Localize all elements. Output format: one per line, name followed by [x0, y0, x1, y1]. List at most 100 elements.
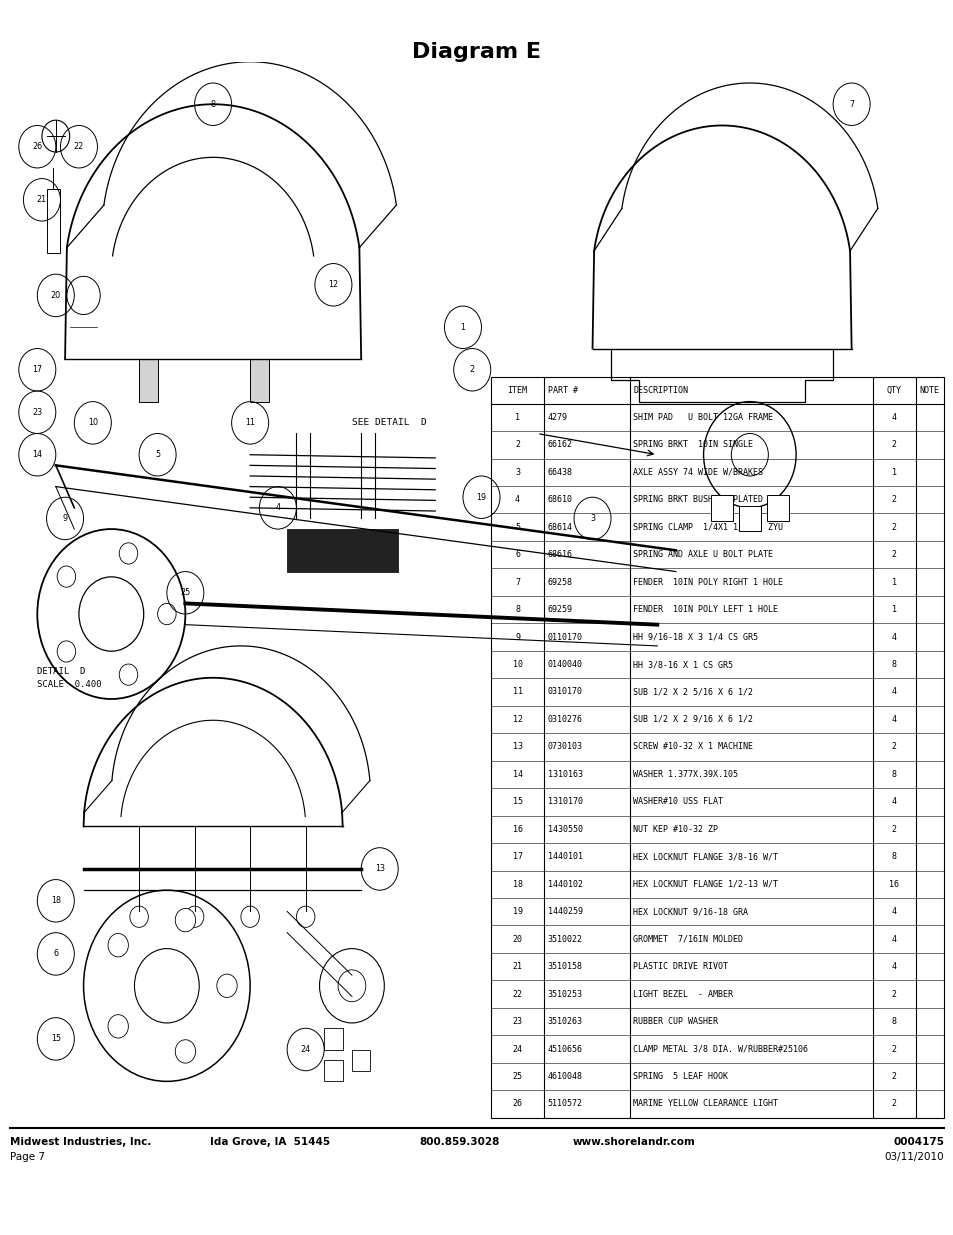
Text: 3: 3 [589, 514, 595, 522]
Text: 6: 6 [515, 550, 519, 559]
Text: 1310170: 1310170 [547, 798, 582, 806]
Text: WASHER#10 USS FLAT: WASHER#10 USS FLAT [633, 798, 722, 806]
Text: 1: 1 [891, 578, 896, 587]
Text: 8: 8 [891, 852, 896, 861]
Text: 25: 25 [512, 1072, 522, 1081]
Text: 4510656: 4510656 [547, 1045, 582, 1053]
Text: 10: 10 [88, 419, 98, 427]
Text: 13: 13 [375, 864, 384, 873]
Text: 8: 8 [891, 1018, 896, 1026]
Text: 2: 2 [891, 1099, 896, 1109]
Text: 25: 25 [180, 588, 191, 598]
Text: 1440259: 1440259 [547, 908, 582, 916]
Text: 4279: 4279 [547, 412, 567, 422]
Text: 5110572: 5110572 [547, 1099, 582, 1109]
Text: 4610048: 4610048 [547, 1072, 582, 1081]
Text: 10: 10 [512, 659, 522, 669]
Text: 24: 24 [512, 1045, 522, 1053]
Bar [491, 377, 943, 1118]
Text: NUT KEP #10-32 ZP: NUT KEP #10-32 ZP [633, 825, 718, 834]
Text: 800.859.3028: 800.859.3028 [419, 1137, 499, 1147]
Text: 4: 4 [891, 935, 896, 944]
Text: 66438: 66438 [547, 468, 572, 477]
Text: GROMMET  7/16IN MOLDED: GROMMET 7/16IN MOLDED [633, 935, 742, 944]
Text: 21: 21 [37, 195, 47, 204]
Text: 17: 17 [512, 852, 522, 861]
Text: 4: 4 [891, 908, 896, 916]
Text: 2: 2 [891, 522, 896, 532]
Circle shape [108, 934, 129, 957]
Text: 69258: 69258 [547, 578, 572, 587]
Text: AXLE ASSY 74 WIDE W/BRAKES: AXLE ASSY 74 WIDE W/BRAKES [633, 468, 762, 477]
Text: 11: 11 [512, 688, 522, 697]
Text: 16: 16 [512, 825, 522, 834]
Text: 4: 4 [275, 504, 280, 513]
Text: 1310163: 1310163 [547, 769, 582, 779]
Text: SCREW #10-32 X 1 MACHINE: SCREW #10-32 X 1 MACHINE [633, 742, 753, 751]
Text: 4: 4 [515, 495, 519, 504]
Circle shape [175, 1040, 195, 1063]
Text: 12: 12 [512, 715, 522, 724]
Text: 1: 1 [515, 412, 519, 422]
Text: 4: 4 [891, 798, 896, 806]
Text: 20: 20 [51, 291, 61, 300]
Text: 19: 19 [512, 908, 522, 916]
Text: CLAMP METAL 3/8 DIA. W/RUBBER#25106: CLAMP METAL 3/8 DIA. W/RUBBER#25106 [633, 1045, 807, 1053]
Bar [324, 1029, 342, 1050]
Text: MARINE YELLOW CLEARANCE LIGHT: MARINE YELLOW CLEARANCE LIGHT [633, 1099, 778, 1109]
Text: 15: 15 [51, 1035, 61, 1044]
Bar [352, 1050, 370, 1071]
Text: SEE DETAIL  D: SEE DETAIL D [352, 419, 426, 427]
Text: 7: 7 [515, 578, 519, 587]
Text: 2: 2 [891, 742, 896, 751]
Text: 2: 2 [891, 1045, 896, 1053]
Text: 6: 6 [53, 950, 58, 958]
Text: 2: 2 [515, 441, 519, 450]
Text: HEX LOCKNUT 9/16-18 GRA: HEX LOCKNUT 9/16-18 GRA [633, 908, 748, 916]
Text: 68616: 68616 [547, 550, 572, 559]
Bar [139, 359, 157, 401]
Text: 2: 2 [891, 550, 896, 559]
Text: 1430550: 1430550 [547, 825, 582, 834]
Text: 66162: 66162 [547, 441, 572, 450]
Text: 23: 23 [512, 1018, 522, 1026]
Text: 3: 3 [515, 468, 519, 477]
Text: SPRING  5 LEAF HOOK: SPRING 5 LEAF HOOK [633, 1072, 728, 1081]
Text: 0004175: 0004175 [893, 1137, 943, 1147]
Text: SUB 1/2 X 2 9/16 X 6 1/2: SUB 1/2 X 2 9/16 X 6 1/2 [633, 715, 753, 724]
Text: SPRING BRKT BUSHING PLATED ZYU: SPRING BRKT BUSHING PLATED ZYU [633, 495, 782, 504]
Text: 2: 2 [891, 495, 896, 504]
Text: 2: 2 [891, 441, 896, 450]
Text: 3510022: 3510022 [547, 935, 582, 944]
Text: 23: 23 [32, 408, 42, 416]
Text: Page 7: Page 7 [10, 1152, 45, 1162]
Text: 22: 22 [512, 989, 522, 999]
Text: 14: 14 [32, 451, 42, 459]
Text: 4: 4 [891, 962, 896, 971]
Text: 5: 5 [515, 522, 519, 532]
Text: 0310276: 0310276 [547, 715, 582, 724]
Text: 4: 4 [891, 632, 896, 641]
Text: 2: 2 [891, 989, 896, 999]
Bar [765, 495, 788, 521]
Text: 13: 13 [512, 742, 522, 751]
Text: 0110170: 0110170 [547, 632, 582, 641]
Text: 21: 21 [512, 962, 522, 971]
Text: Midwest Industries, Inc.: Midwest Industries, Inc. [10, 1137, 151, 1147]
Text: Diagram E: Diagram E [412, 42, 541, 62]
Text: 3510253: 3510253 [547, 989, 582, 999]
Text: 0730103: 0730103 [547, 742, 582, 751]
Text: 17: 17 [32, 366, 42, 374]
Text: FENDER  10IN POLY RIGHT 1 HOLE: FENDER 10IN POLY RIGHT 1 HOLE [633, 578, 782, 587]
Text: 8: 8 [891, 659, 896, 669]
Text: 2: 2 [891, 1072, 896, 1081]
Text: 26: 26 [32, 142, 42, 151]
Bar [710, 495, 733, 521]
Circle shape [57, 566, 75, 587]
Text: SPRING CLAMP  1/4X1 1/2X4  ZYU: SPRING CLAMP 1/4X1 1/2X4 ZYU [633, 522, 782, 532]
Circle shape [216, 974, 237, 998]
Text: SPRING AND AXLE U BOLT PLATE: SPRING AND AXLE U BOLT PLATE [633, 550, 773, 559]
Text: SUB 1/2 X 2 5/16 X 6 1/2: SUB 1/2 X 2 5/16 X 6 1/2 [633, 688, 753, 697]
Text: DESCRIPTION: DESCRIPTION [633, 385, 688, 395]
Text: 7: 7 [848, 100, 853, 109]
